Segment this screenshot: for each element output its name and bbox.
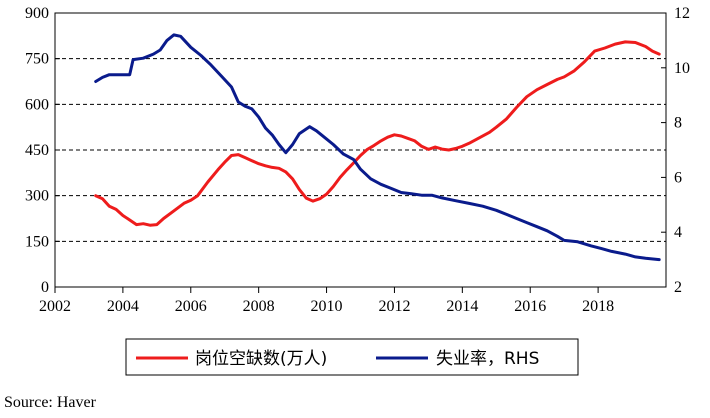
left-tick-label: 750 [25,51,49,68]
series-layer [94,33,661,262]
left-tick-label: 900 [25,5,49,22]
legend-label-vacancies: 岗位空缺数(万人) [195,349,327,369]
left-tick-label: 600 [25,96,49,113]
legend-box [125,338,579,376]
x-tick-label: 2008 [243,298,275,315]
x-tick-label: 2010 [311,298,343,315]
x-tick-label: 2014 [446,298,478,315]
left-tick-label: 300 [25,188,49,205]
right-tick-label: 8 [674,115,682,132]
left-tick-label: 0 [41,279,49,296]
legend-label-unemployment: 失业率，RHS [436,349,539,369]
left-tick-label: 150 [25,233,49,250]
gridlines [55,58,666,242]
legend: 岗位空缺数(万人) 失业率，RHS [125,338,579,376]
x-axis: 2002 2004 2006 2008 2010 2012 2014 2016 2018 [39,287,614,315]
series-line-0 [94,40,661,227]
right-axis: 2 4 6 8 10 12 [661,5,690,296]
x-tick-label: 2016 [514,298,546,315]
right-tick-label: 10 [674,60,690,77]
source-note: Source: Haver [4,394,96,411]
series-line-1 [94,33,661,262]
right-tick-label: 6 [674,169,682,186]
right-tick-label: 12 [674,5,690,22]
left-tick-label: 450 [25,142,49,159]
x-tick-label: 2004 [107,298,139,315]
x-tick-label: 2018 [582,298,614,315]
x-tick-label: 2002 [39,298,71,315]
right-tick-label: 4 [674,224,682,241]
left-axis: 0 150 300 450 600 750 900 [25,5,60,296]
x-tick-label: 2012 [378,298,410,315]
x-tick-label: 2006 [175,298,207,315]
right-tick-label: 2 [674,279,682,296]
